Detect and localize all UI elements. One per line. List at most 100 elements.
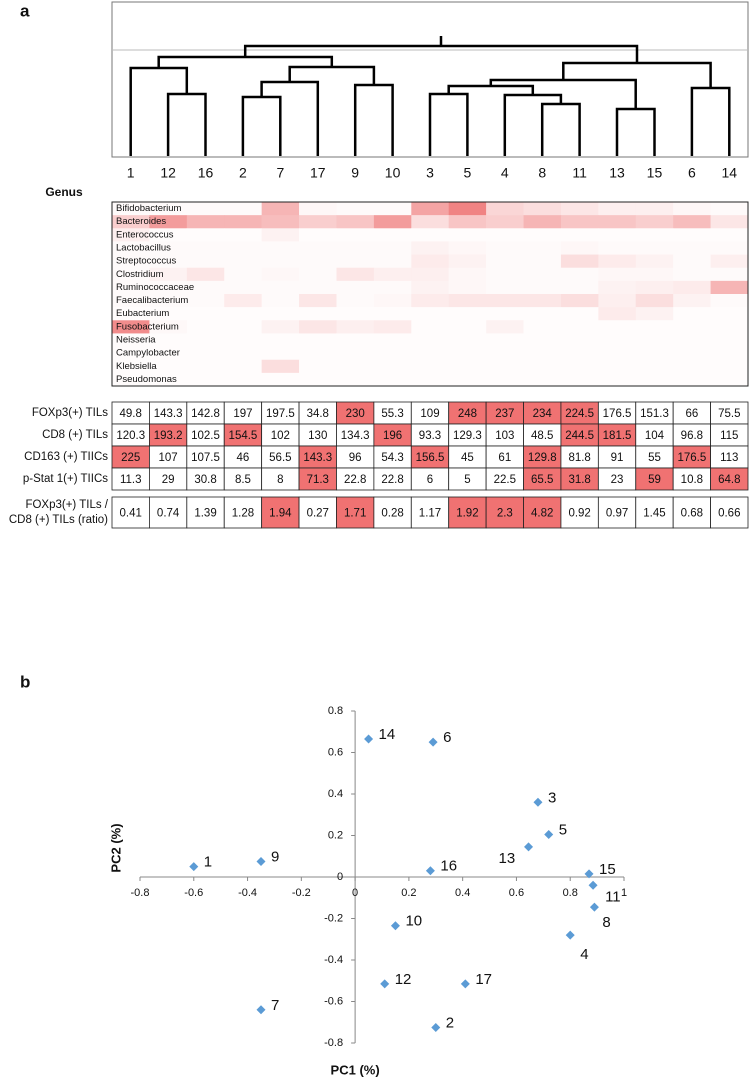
table-value: 34.8 xyxy=(307,408,329,420)
heatmap-cell xyxy=(112,320,150,334)
table-value: 65.5 xyxy=(531,474,553,486)
heatmap-cell xyxy=(224,359,262,374)
heatmap-cell xyxy=(336,241,375,255)
heatmap-cell xyxy=(523,320,562,334)
heatmap-cell xyxy=(186,320,225,334)
table-value: 10.8 xyxy=(681,474,703,486)
point-label: 16 xyxy=(440,858,457,875)
table-value: 176.5 xyxy=(677,452,706,464)
heatmap-cell xyxy=(411,267,450,282)
x-tick-label: 0.6 xyxy=(509,887,524,899)
heatmap-cell xyxy=(373,267,412,282)
heatmap-cell xyxy=(560,228,599,242)
point xyxy=(460,979,470,989)
heatmap-cell xyxy=(112,228,150,242)
table-value: 0.97 xyxy=(606,508,628,520)
table-value: 46 xyxy=(237,452,250,464)
y-tick-label: 0.6 xyxy=(328,746,343,758)
table-value: 54.3 xyxy=(381,452,403,464)
heatmap-cell xyxy=(523,294,562,308)
heatmap-cell xyxy=(448,215,487,229)
heatmap-cell xyxy=(149,359,188,374)
panel-label: b xyxy=(20,672,30,691)
table-value: 0.92 xyxy=(568,508,590,520)
leaf-label: 3 xyxy=(426,165,434,181)
table-cell xyxy=(410,496,450,529)
heatmap-cell xyxy=(560,294,599,308)
heatmap-cell xyxy=(224,241,262,255)
point xyxy=(380,979,390,989)
heatmap-cell xyxy=(523,280,562,295)
point xyxy=(425,866,435,876)
heatmap-cell xyxy=(299,294,337,308)
heatmap-cell xyxy=(523,333,562,347)
heatmap-cell xyxy=(486,346,524,361)
heatmap-cell xyxy=(373,202,412,216)
heatmap-cell xyxy=(112,359,150,374)
genus-label: Ruminococcaceae xyxy=(116,282,194,293)
leaf-label: 4 xyxy=(501,165,509,181)
leaf-label: 5 xyxy=(464,165,472,181)
heatmap-cell xyxy=(560,359,599,374)
heatmap-cell xyxy=(373,307,412,321)
point-label: 13 xyxy=(499,850,516,867)
heatmap-cell xyxy=(299,202,337,216)
heatmap-cell xyxy=(112,241,150,255)
heatmap-cell xyxy=(598,254,637,269)
heatmap-cell xyxy=(448,267,487,282)
point xyxy=(533,797,543,807)
table-value: 230 xyxy=(346,408,365,420)
point xyxy=(256,1005,266,1015)
table-value: 176.5 xyxy=(603,408,632,420)
heatmap-cell xyxy=(448,346,487,361)
heatmap-cell xyxy=(598,228,637,242)
heatmap-cell xyxy=(224,320,262,334)
leaf-label: 11 xyxy=(572,165,587,181)
heatmap-cell xyxy=(673,372,711,387)
heatmap-cell xyxy=(560,307,599,321)
heatmap-cell xyxy=(186,241,225,255)
heatmap-cell xyxy=(261,215,300,229)
heatmap-cell xyxy=(336,320,375,334)
y-tick-label: -0.2 xyxy=(324,912,343,924)
heatmap-cell xyxy=(448,241,487,255)
heatmap-cell xyxy=(186,359,225,374)
heatmap-cell xyxy=(710,254,749,269)
table-value: 1.17 xyxy=(419,508,441,520)
point xyxy=(584,869,594,879)
heatmap-cell xyxy=(448,202,487,216)
heatmap-cell xyxy=(598,372,637,387)
dendrogram-frame xyxy=(111,1,749,158)
heatmap-cell xyxy=(710,241,749,255)
heatmap-cell xyxy=(673,215,711,229)
table-value: 120.3 xyxy=(116,430,145,442)
table-value: 193.2 xyxy=(154,430,183,442)
heatmap-cell xyxy=(673,294,711,308)
heatmap-cell xyxy=(261,202,300,216)
table-value: 0.66 xyxy=(718,508,740,520)
point-label: 6 xyxy=(443,729,451,746)
heatmap-cell xyxy=(411,280,450,295)
leaf-label: 10 xyxy=(385,165,401,181)
heatmap-cell xyxy=(486,228,524,242)
heatmap-cell xyxy=(710,228,749,242)
table-cell xyxy=(672,496,711,529)
table-value: 1.39 xyxy=(194,508,216,520)
point xyxy=(589,902,599,912)
heatmap-cell xyxy=(261,359,300,374)
heatmap-cell xyxy=(299,320,337,334)
x-tick-label: 0.2 xyxy=(401,887,416,899)
heatmap-cell xyxy=(224,307,262,321)
heatmap-cell xyxy=(112,294,150,308)
table-cell xyxy=(710,496,749,529)
table-value: 1.94 xyxy=(269,508,292,520)
heatmap-cell xyxy=(112,254,150,269)
heatmap-cell xyxy=(149,254,188,269)
heatmap-cell xyxy=(373,333,412,347)
heatmap-cell xyxy=(448,294,487,308)
point-label: 3 xyxy=(548,789,556,806)
table-value: 49.8 xyxy=(120,408,142,420)
table-value: 143.3 xyxy=(154,408,183,420)
heatmap-cell xyxy=(635,333,674,347)
table-value: 197.5 xyxy=(266,408,295,420)
